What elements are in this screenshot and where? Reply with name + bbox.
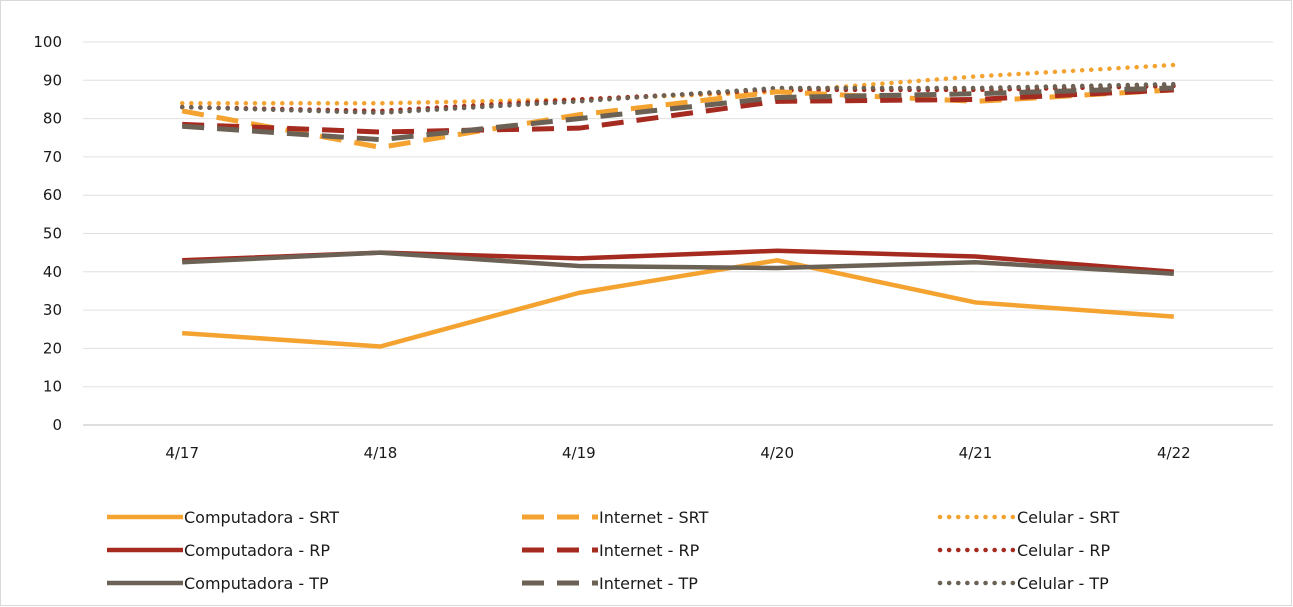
y-tick-label: 100 [33, 33, 62, 51]
series-lines [179, 62, 1177, 349]
legend: Computadora - SRT Internet - SRT Celular -… [107, 508, 1119, 593]
series-line-internet-rp [182, 87, 1174, 135]
legend-label: Internet - SRT [599, 508, 709, 527]
y-tick-label: 0 [52, 416, 62, 434]
y-tick-label: 40 [43, 263, 62, 281]
legend-label: Computadora - TP [184, 574, 329, 593]
legend-label: Celular - RP [1017, 541, 1110, 560]
x-axis-ticks: 4/17 4/18 4/19 4/20 4/21 4/22 [165, 444, 1190, 462]
y-tick-label: 90 [43, 71, 62, 89]
legend-label: Celular - TP [1017, 574, 1109, 593]
x-tick-label: 4/20 [760, 444, 794, 462]
gridlines [83, 41, 1273, 426]
x-tick-label: 4/19 [562, 444, 596, 462]
x-tick-label: 4/18 [364, 444, 398, 462]
y-tick-label: 50 [43, 225, 62, 243]
x-tick-label: 4/21 [959, 444, 993, 462]
series-line-internet-srt [181, 87, 1174, 150]
series-line-computadora-tp [182, 250, 1174, 276]
legend-label: Internet - RP [599, 541, 700, 560]
series-line-internet-tp [181, 85, 1174, 143]
y-tick-label: 20 [43, 339, 62, 357]
series-line-celular-tp [179, 81, 1177, 116]
y-tick-label: 70 [43, 148, 62, 166]
y-tick-label: 10 [43, 378, 62, 396]
y-axis-ticks: 0 10 20 30 40 50 60 70 80 90 100 [33, 33, 62, 434]
y-tick-label: 80 [43, 110, 62, 128]
series-line-celular-srt [179, 62, 1177, 106]
y-tick-label: 30 [43, 301, 62, 319]
x-tick-label: 4/17 [165, 444, 199, 462]
y-tick-label: 60 [43, 186, 62, 204]
legend-label: Celular - SRT [1017, 508, 1119, 527]
legend-label: Internet - TP [599, 574, 698, 593]
legend-label: Computadora - SRT [184, 508, 339, 527]
legend-label: Computadora - RP [184, 541, 330, 560]
series-line-computadora-srt [182, 258, 1174, 349]
x-tick-label: 4/22 [1157, 444, 1191, 462]
